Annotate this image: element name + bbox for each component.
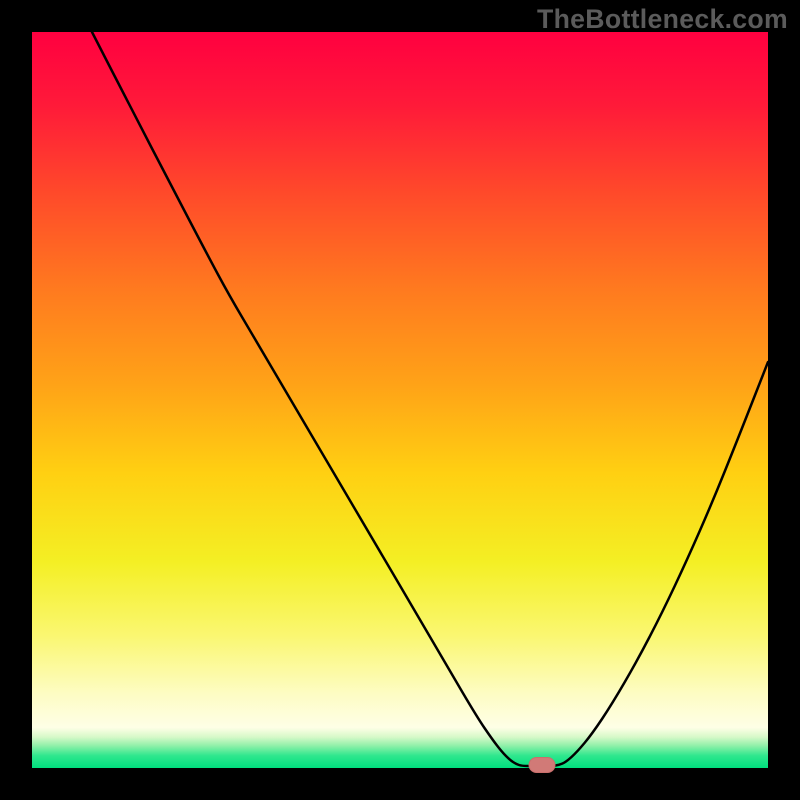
- gradient-fill: [32, 32, 768, 768]
- plot-area: [32, 32, 768, 768]
- minimum-marker: [529, 757, 556, 773]
- plot-svg: [32, 32, 768, 768]
- watermark-text: TheBottleneck.com: [537, 4, 788, 35]
- chart-frame: TheBottleneck.com: [0, 0, 800, 800]
